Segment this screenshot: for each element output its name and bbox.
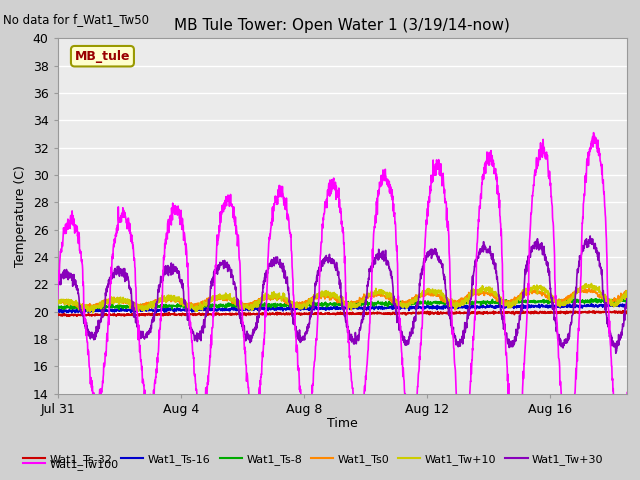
Wat1_Ts-8 bbox=[316, 302, 324, 308]
Wat1_Ts0 bbox=[607, 297, 615, 303]
Wat1_Ts-32 bbox=[607, 310, 614, 315]
Line: Wat1_Ts-16: Wat1_Ts-16 bbox=[58, 303, 627, 313]
Wat1_Tw100 bbox=[54, 296, 61, 301]
Wat1_Tw100 bbox=[607, 352, 615, 358]
Wat1_Tw+10 bbox=[607, 303, 615, 309]
Wat1_Ts0 bbox=[83, 304, 90, 310]
Line: Wat1_Ts-32: Wat1_Ts-32 bbox=[58, 311, 627, 316]
Wat1_Tw100 bbox=[589, 130, 597, 135]
Wat1_Tw+10 bbox=[331, 295, 339, 301]
Wat1_Tw100 bbox=[83, 334, 90, 339]
Wat1_Ts-16 bbox=[83, 307, 91, 313]
Wat1_Ts-8 bbox=[623, 298, 631, 303]
Y-axis label: Temperature (C): Temperature (C) bbox=[14, 165, 27, 267]
Wat1_Tw+10 bbox=[83, 303, 90, 309]
Wat1_Ts0 bbox=[585, 285, 593, 290]
Title: MB Tule Tower: Open Water 1 (3/19/14-now): MB Tule Tower: Open Water 1 (3/19/14-now… bbox=[175, 18, 510, 33]
Wat1_Ts-32 bbox=[54, 312, 61, 318]
Wat1_Tw100 bbox=[607, 344, 614, 350]
Wat1_Tw+10 bbox=[54, 301, 61, 307]
Wat1_Tw+10 bbox=[316, 289, 324, 295]
Wat1_Ts-16 bbox=[609, 300, 617, 306]
Wat1_Tw100 bbox=[623, 390, 631, 396]
Wat1_Ts-8 bbox=[607, 297, 615, 302]
Wat1_Tw+30 bbox=[331, 262, 339, 268]
Line: Wat1_Ts-8: Wat1_Ts-8 bbox=[58, 299, 627, 310]
Wat1_Ts-16 bbox=[623, 302, 631, 308]
Line: Wat1_Ts0: Wat1_Ts0 bbox=[58, 288, 627, 310]
Wat1_Ts-32 bbox=[623, 308, 631, 314]
Line: Wat1_Tw+10: Wat1_Tw+10 bbox=[58, 284, 627, 313]
Wat1_Ts0 bbox=[331, 295, 339, 300]
Wat1_Tw+30 bbox=[612, 350, 620, 356]
Wat1_Ts0 bbox=[502, 299, 510, 305]
Text: MB_tule: MB_tule bbox=[75, 50, 130, 63]
Wat1_Ts-16 bbox=[316, 307, 324, 312]
Wat1_Ts0 bbox=[84, 307, 92, 313]
Wat1_Tw+30 bbox=[54, 274, 61, 280]
Wat1_Ts0 bbox=[623, 288, 631, 294]
Wat1_Tw+30 bbox=[502, 332, 510, 338]
Text: No data for f_Wat1_Tw50: No data for f_Wat1_Tw50 bbox=[3, 13, 149, 26]
Wat1_Ts0 bbox=[607, 297, 615, 303]
Wat1_Ts0 bbox=[54, 298, 61, 303]
Wat1_Tw+10 bbox=[89, 310, 97, 316]
X-axis label: Time: Time bbox=[327, 417, 358, 430]
Wat1_Tw+10 bbox=[588, 281, 595, 287]
Wat1_Ts-32 bbox=[502, 309, 510, 315]
Wat1_Tw+30 bbox=[83, 324, 90, 330]
Wat1_Ts-32 bbox=[611, 308, 618, 314]
Wat1_Ts-32 bbox=[331, 310, 339, 316]
Wat1_Ts-16 bbox=[607, 302, 614, 308]
Wat1_Tw+30 bbox=[607, 337, 615, 343]
Wat1_Ts-16 bbox=[502, 303, 510, 309]
Wat1_Ts-16 bbox=[331, 305, 339, 311]
Wat1_Ts-8 bbox=[607, 298, 615, 303]
Wat1_Tw+10 bbox=[502, 301, 510, 307]
Wat1_Ts-32 bbox=[316, 311, 324, 317]
Legend: Wat1_Ts-32, Wat1_Ts-16, Wat1_Ts-8, Wat1_Ts0, Wat1_Tw+10, Wat1_Tw+30: Wat1_Ts-32, Wat1_Ts-16, Wat1_Ts-8, Wat1_… bbox=[19, 450, 608, 469]
Legend: Wat1_Tw100: Wat1_Tw100 bbox=[19, 455, 123, 474]
Wat1_Ts-8 bbox=[131, 307, 138, 313]
Wat1_Tw+10 bbox=[607, 296, 615, 302]
Wat1_Tw+30 bbox=[623, 300, 631, 306]
Wat1_Ts-8 bbox=[598, 296, 605, 301]
Wat1_Ts-16 bbox=[80, 311, 88, 316]
Wat1_Ts-32 bbox=[63, 313, 70, 319]
Wat1_Ts-8 bbox=[83, 306, 90, 312]
Wat1_Ts-32 bbox=[83, 312, 91, 318]
Wat1_Tw+30 bbox=[586, 233, 594, 239]
Wat1_Ts-16 bbox=[607, 302, 615, 308]
Wat1_Tw+30 bbox=[316, 264, 323, 269]
Wat1_Tw+30 bbox=[607, 331, 614, 336]
Wat1_Tw100 bbox=[616, 457, 624, 463]
Wat1_Tw100 bbox=[331, 181, 339, 187]
Wat1_Ts-8 bbox=[54, 303, 61, 309]
Wat1_Ts-8 bbox=[502, 300, 510, 305]
Wat1_Tw100 bbox=[502, 351, 510, 357]
Wat1_Ts-8 bbox=[331, 301, 339, 307]
Wat1_Ts-32 bbox=[607, 309, 615, 315]
Line: Wat1_Tw100: Wat1_Tw100 bbox=[58, 132, 627, 460]
Wat1_Tw100 bbox=[316, 275, 323, 281]
Wat1_Ts0 bbox=[316, 292, 324, 298]
Line: Wat1_Tw+30: Wat1_Tw+30 bbox=[58, 236, 627, 353]
Wat1_Tw+10 bbox=[623, 289, 631, 295]
Wat1_Ts-16 bbox=[54, 309, 61, 314]
